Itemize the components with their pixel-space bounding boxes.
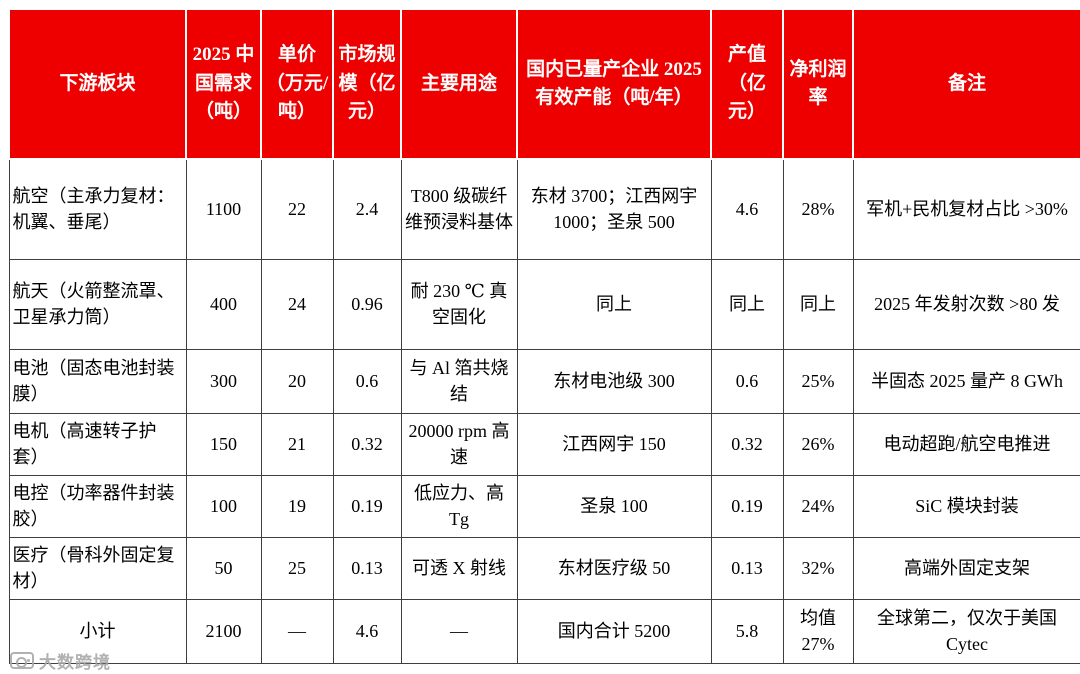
table-cell: 50 <box>185 536 262 600</box>
table-cell: 24 <box>260 258 334 350</box>
header-market-size: 市场规模（亿元） <box>332 8 402 160</box>
table-cell: 军机+民机复材占比 >30% <box>852 158 1080 260</box>
table-cell: 2.4 <box>332 158 402 260</box>
table-cell: 400 <box>185 258 262 350</box>
table-row: 电池（固态电池封装膜） 300 20 0.6 与 Al 箔共烧结 东材电池级 3… <box>8 348 1080 414</box>
table-cell: — <box>260 598 334 664</box>
table-row: 电机（高速转子护套） 150 21 0.32 20000 rpm 高速 江西网宇… <box>8 412 1080 476</box>
table-cell: 32% <box>782 536 854 600</box>
table-cell: 东材电池级 300 <box>516 348 712 414</box>
table-cell: 0.6 <box>332 348 402 414</box>
table-cell: 0.6 <box>710 348 784 414</box>
table-row: 航天（火箭整流罩、卫星承力筒） 400 24 0.96 耐 230 ℃ 真空固化… <box>8 258 1080 350</box>
header-domestic-capacity: 国内已量产企业 2025 有效产能（吨/年） <box>516 8 712 160</box>
header-net-margin: 净利润率 <box>782 8 854 160</box>
table-cell: 2025 年发射次数 >80 发 <box>852 258 1080 350</box>
header-remarks: 备注 <box>852 8 1080 160</box>
table-cell: 22 <box>260 158 334 260</box>
table-cell: 半固态 2025 量产 8 GWh <box>852 348 1080 414</box>
header-downstream-sector: 下游板块 <box>8 8 187 160</box>
table-cell: 0.32 <box>710 412 784 476</box>
table-cell: 电机（高速转子护套） <box>8 412 187 476</box>
table-cell: 0.13 <box>710 536 784 600</box>
header-output-value: 产值（亿元） <box>710 8 784 160</box>
table-cell: 江西网宇 150 <box>516 412 712 476</box>
table-cell: 全球第二，仅次于美国 Cytec <box>852 598 1080 664</box>
table-cell: 25 <box>260 536 334 600</box>
table-cell: SiC 模块封装 <box>852 474 1080 538</box>
table-cell: 航天（火箭整流罩、卫星承力筒） <box>8 258 187 350</box>
table-cell: 同上 <box>782 258 854 350</box>
table-cell: 耐 230 ℃ 真空固化 <box>400 258 518 350</box>
table-cell: 东材医疗级 50 <box>516 536 712 600</box>
table-cell: 300 <box>185 348 262 414</box>
table-cell: 5.8 <box>710 598 784 664</box>
table-cell: 21 <box>260 412 334 476</box>
table-cell: — <box>400 598 518 664</box>
header-row: 下游板块 2025 中国需求（吨） 单价（万元/吨） 市场规模（亿元） 主要用途… <box>8 8 1080 160</box>
table-cell: 东材 3700；江西网宇 1000；圣泉 500 <box>516 158 712 260</box>
table-cell: 0.13 <box>332 536 402 600</box>
table-cell: 医疗（骨科外固定复材） <box>8 536 187 600</box>
table-cell: 100 <box>185 474 262 538</box>
table-cell: 电池（固态电池封装膜） <box>8 348 187 414</box>
table-cell: 28% <box>782 158 854 260</box>
table-cell: 24% <box>782 474 854 538</box>
table-cell: 0.32 <box>332 412 402 476</box>
table-cell: 0.96 <box>332 258 402 350</box>
table-cell: 0.19 <box>332 474 402 538</box>
table-cell: 20 <box>260 348 334 414</box>
table-cell: 150 <box>185 412 262 476</box>
header-2025-china-demand: 2025 中国需求（吨） <box>185 8 262 160</box>
table-row: 医疗（骨科外固定复材） 50 25 0.13 可透 X 射线 东材医疗级 50 … <box>8 536 1080 600</box>
table-cell: 2100 <box>185 598 262 664</box>
table-row-subtotal: 小计 2100 — 4.6 — 国内合计 5200 5.8 均值 27% 全球第… <box>8 598 1080 664</box>
table-cell: 0.19 <box>710 474 784 538</box>
downstream-sector-table: 下游板块 2025 中国需求（吨） 单价（万元/吨） 市场规模（亿元） 主要用途… <box>8 8 1080 664</box>
header-main-use: 主要用途 <box>400 8 518 160</box>
table-cell: 航空（主承力复材：机翼、垂尾） <box>8 158 187 260</box>
table-cell: 4.6 <box>710 158 784 260</box>
table-cell: 小计 <box>8 598 187 664</box>
table-cell: 25% <box>782 348 854 414</box>
table-cell: 26% <box>782 412 854 476</box>
table-cell: 20000 rpm 高速 <box>400 412 518 476</box>
table-cell: 电动超跑/航空电推进 <box>852 412 1080 476</box>
table-cell: 4.6 <box>332 598 402 664</box>
table-cell: T800 级碳纤维预浸料基体 <box>400 158 518 260</box>
table-cell: 同上 <box>516 258 712 350</box>
table-cell: 高端外固定支架 <box>852 536 1080 600</box>
table-cell: 均值 27% <box>782 598 854 664</box>
table-cell: 低应力、高 Tg <box>400 474 518 538</box>
table-cell: 与 Al 箔共烧结 <box>400 348 518 414</box>
table-cell: 同上 <box>710 258 784 350</box>
table-cell: 圣泉 100 <box>516 474 712 538</box>
table-cell: 19 <box>260 474 334 538</box>
table-cell: 1100 <box>185 158 262 260</box>
header-unit-price: 单价（万元/吨） <box>260 8 334 160</box>
table-row: 电控（功率器件封装胶） 100 19 0.19 低应力、高 Tg 圣泉 100 … <box>8 474 1080 538</box>
table-row: 航空（主承力复材：机翼、垂尾） 1100 22 2.4 T800 级碳纤维预浸料… <box>8 158 1080 260</box>
table-cell: 可透 X 射线 <box>400 536 518 600</box>
table-cell: 电控（功率器件封装胶） <box>8 474 187 538</box>
table-cell: 国内合计 5200 <box>516 598 712 664</box>
